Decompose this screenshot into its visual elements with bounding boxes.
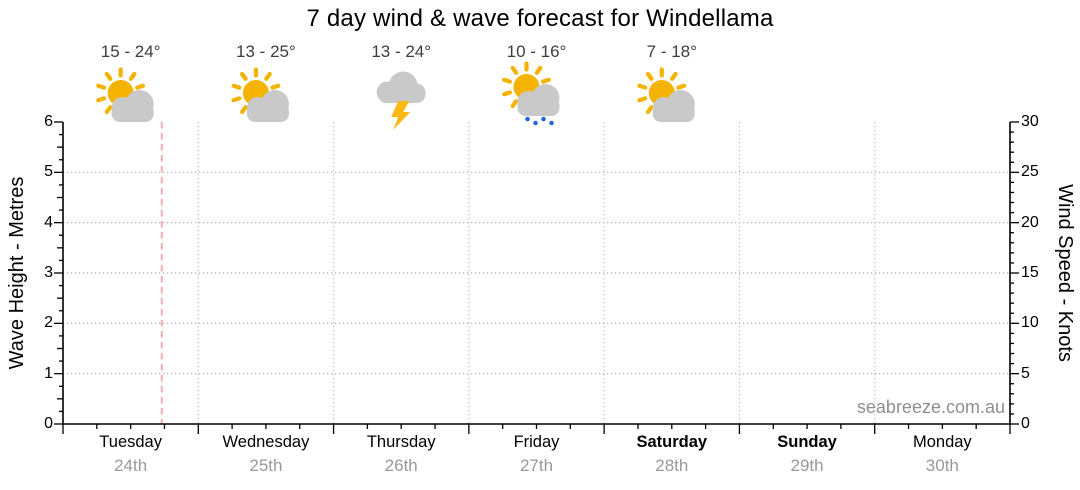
cloud-base <box>246 103 289 122</box>
cloud-base <box>517 97 560 116</box>
left-axis-tick-label: 1 <box>44 364 53 382</box>
lightning-bolt <box>391 101 411 130</box>
day-label-sunday: Sunday <box>777 433 837 451</box>
day-label-tuesday: Tuesday <box>99 433 162 451</box>
chart-title: 7 day wind & wave forecast for Windellam… <box>306 5 774 32</box>
cloud-base <box>652 103 695 122</box>
storm-icon <box>376 71 426 130</box>
sun-ray <box>135 83 146 90</box>
date-label: 30th <box>925 456 959 475</box>
cloud-base <box>111 103 154 122</box>
left-axis-tick-label: 3 <box>44 264 53 281</box>
temperature-range-label: 15 - 24° <box>100 42 161 61</box>
day-label-friday: Friday <box>513 433 560 451</box>
left-axis-tick-label: 4 <box>44 213 53 231</box>
sun-cloud-showers-icon <box>502 61 560 126</box>
rain-drop <box>549 120 554 126</box>
date-label: 28th <box>655 456 689 475</box>
left-axis-tick-label: 6 <box>44 113 53 130</box>
sun-ray <box>510 99 519 109</box>
rain-drop <box>541 116 546 122</box>
rain-drop <box>533 120 538 126</box>
sun-ray <box>240 71 248 81</box>
right-axis-tick-label: 0 <box>1021 415 1030 432</box>
sun-ray <box>534 65 543 75</box>
day-label-wednesday: Wednesday <box>222 433 310 451</box>
temperature-range-label: 10 - 16° <box>506 42 567 61</box>
sun-ray <box>637 96 648 103</box>
temperature-range-label: 7 - 18° <box>646 42 697 61</box>
sun-ray <box>645 71 654 81</box>
sun-ray <box>502 90 512 97</box>
left-axis-tick-label: 2 <box>44 314 53 332</box>
date-label: 29th <box>790 456 824 475</box>
sun-ray <box>231 96 242 103</box>
right-axis-tick-label: 25 <box>1021 163 1039 181</box>
right-axis-tick-label: 5 <box>1021 364 1030 382</box>
sun-ray <box>637 83 648 90</box>
date-label: 26th <box>384 456 418 475</box>
sun-cloud-icon <box>231 67 289 122</box>
sun-ray <box>669 71 678 81</box>
sun-ray <box>502 77 512 84</box>
sun-ray <box>264 71 272 81</box>
temperature-range-label: 13 - 25° <box>236 42 296 61</box>
sun-cloud-icon <box>96 67 154 122</box>
date-label: 27th <box>519 456 554 475</box>
day-label-saturday: Saturday <box>636 433 708 451</box>
sun-ray <box>270 83 281 90</box>
day-label-thursday: Thursday <box>366 433 436 451</box>
sun-ray <box>96 83 107 90</box>
right-axis-tick-label: 30 <box>1021 113 1039 130</box>
sun-cloud-icon <box>637 67 695 122</box>
right-axis-tick-label: 10 <box>1021 314 1039 332</box>
sun-ray <box>676 83 687 90</box>
sun-ray <box>541 77 551 84</box>
sun-ray <box>128 71 137 81</box>
right-axis-tick-label: 20 <box>1021 213 1039 231</box>
right-axis-tick-label: 15 <box>1021 264 1039 281</box>
watermark: seabreeze.com.au <box>856 397 1005 417</box>
temperature-range-label: 13 - 24° <box>371 42 432 61</box>
rain-drop <box>525 116 530 122</box>
sun-ray <box>240 105 248 115</box>
left-axis-tick-label: 5 <box>44 163 53 181</box>
sun-ray <box>231 83 242 90</box>
left-axis-tick-label: 0 <box>44 415 53 432</box>
day-label-monday: Monday <box>912 433 972 451</box>
sun-ray <box>96 96 107 103</box>
cloud-base <box>378 86 426 103</box>
sun-ray <box>645 105 654 115</box>
date-label: 25th <box>249 456 283 475</box>
date-label: 24th <box>114 456 148 475</box>
sun-ray <box>510 65 519 75</box>
sun-ray <box>104 71 113 81</box>
sun-ray <box>104 105 113 115</box>
